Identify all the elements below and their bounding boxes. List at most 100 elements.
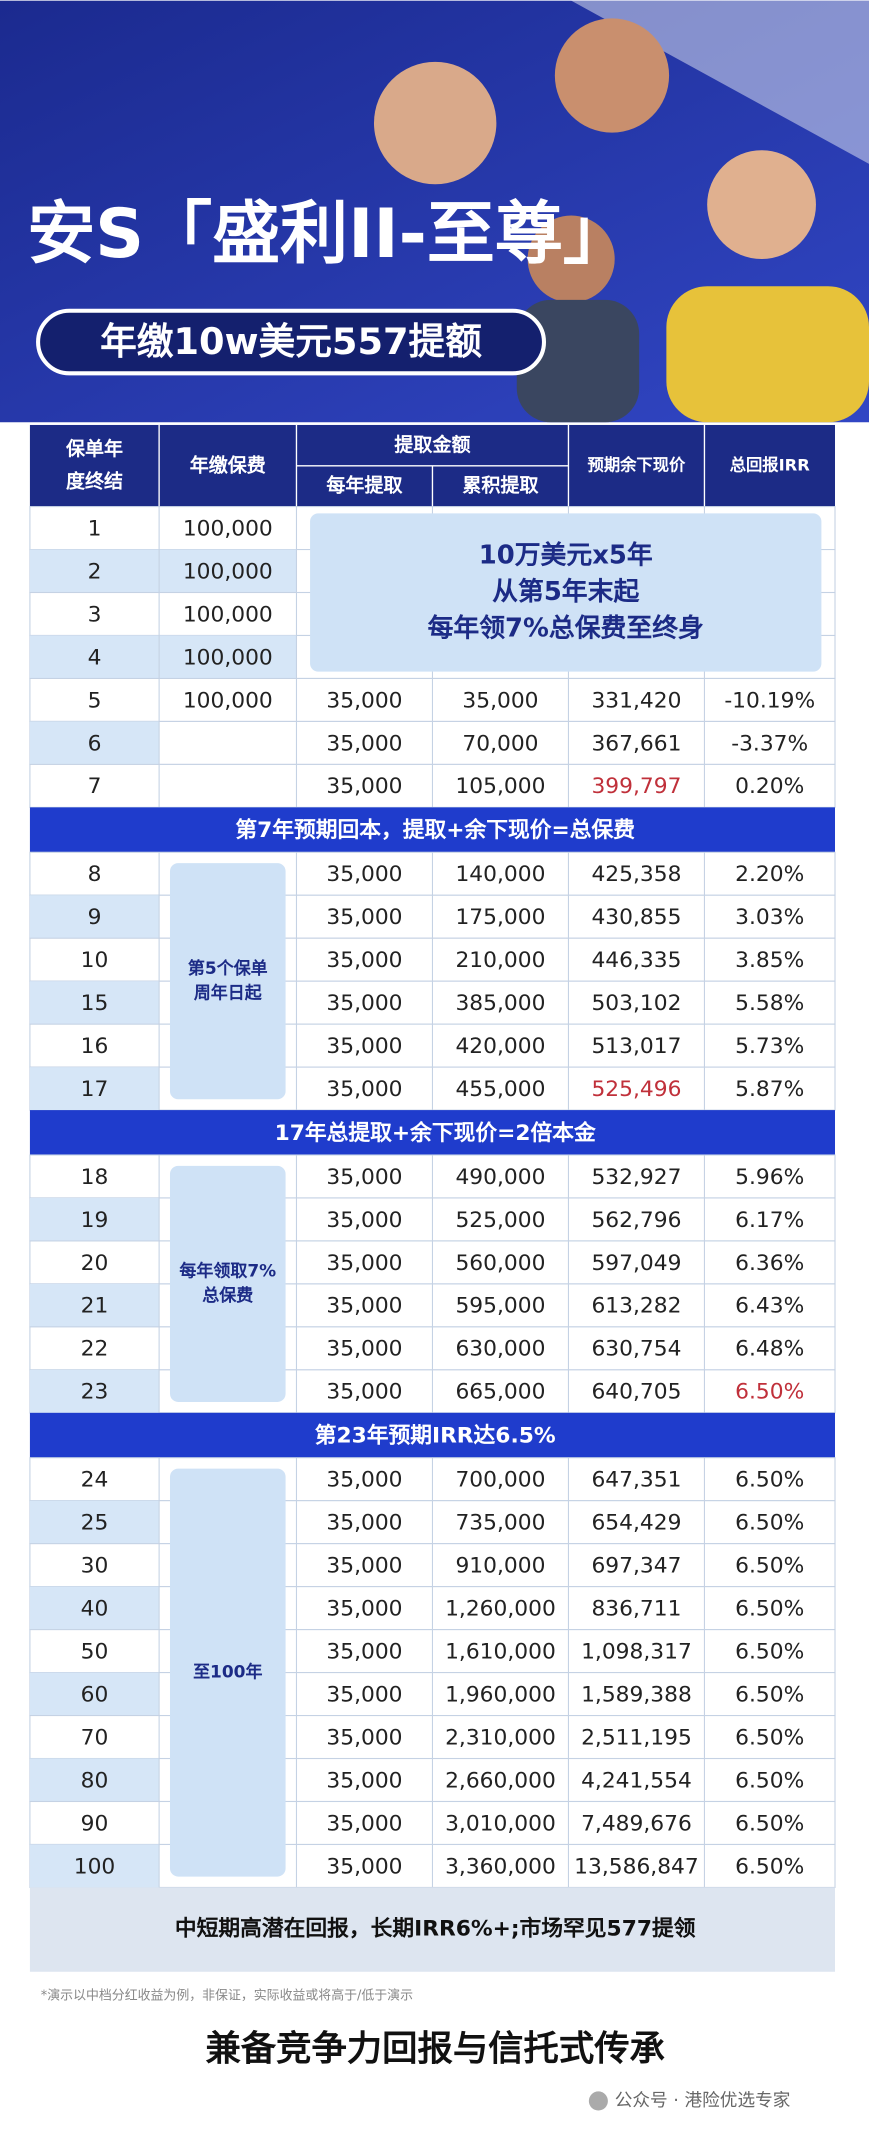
cell-text: 6.50% [735,1854,804,1879]
person [373,61,497,185]
cell-text: 4 [88,645,102,670]
cell-text: 640,705 [591,1380,681,1405]
cell-text: 6.50% [735,1639,804,1664]
hero-stripe [407,0,869,164]
cell-text: 595,000 [455,1294,545,1319]
cell-text: 210,000 [455,948,545,973]
cell-text: 525,000 [455,1208,545,1233]
year-cell-bg [29,1500,160,1544]
subtitle-pill [36,308,547,376]
cell-text: 6.17% [735,1208,804,1233]
cell-text: 4,241,554 [581,1768,692,1793]
banner-text: 17年总提取+余下现价=2倍本金 [275,1120,596,1146]
cell-text: 16 [81,1034,109,1059]
banner-bg [29,807,836,853]
cell-text: 525,496 [591,1077,681,1102]
cell-text: 35,000 [326,1768,402,1793]
cell-text: 35,000 [326,1468,402,1493]
year-cell-bg [29,1369,160,1413]
cell-text: 420,000 [455,1034,545,1059]
cell-text: 35,000 [326,1682,402,1707]
cell-text: 6.50% [735,1768,804,1793]
cell-text: 30 [81,1554,109,1579]
cell-text: 910,000 [455,1554,545,1579]
year-cell-bg [29,1672,160,1716]
person [527,215,615,303]
cell-text: 20 [81,1251,109,1276]
year-cell-bg [29,1586,160,1630]
cell-text: 35,000 [326,862,402,887]
cell-text: 630,754 [591,1337,681,1362]
cell-text: 40 [81,1596,109,1621]
cell-text: 6.50% [735,1380,804,1405]
cell-text: 90 [81,1811,109,1836]
note-text: 至100年 [193,1662,262,1683]
cell-text: 2,660,000 [445,1768,556,1793]
cell-text: 1,610,000 [445,1639,556,1664]
cell-text: 35,000 [326,1034,402,1059]
cell-text: 175,000 [455,905,545,930]
cell-text: 35,000 [326,688,402,713]
cell-text: 35,000 [462,688,538,713]
cell-text: 35,000 [326,1596,402,1621]
note-box [169,1165,286,1402]
header-text: 年缴保费 [190,453,266,476]
cell-text: 80 [81,1768,109,1793]
cell-text: 70,000 [462,731,538,756]
cell-text: 13,586,847 [574,1854,699,1879]
note-box [169,1468,286,1877]
cell-text: 6.50% [735,1811,804,1836]
cell-text: 35,000 [326,948,402,973]
cell-text: 8 [88,862,102,887]
premium-cell-bg [159,549,297,593]
cell-text: 1,960,000 [445,1682,556,1707]
cell-text: 597,049 [591,1251,681,1276]
cell-text: 35,000 [326,1554,402,1579]
year-cell-bg [29,549,160,593]
note-text: 周年日起 [194,982,263,1003]
banner-text: 第7年预期回本，提取+余下现价=总保费 [235,817,635,843]
cell-text: 2.20% [735,862,804,887]
slogan: 兼备竞争力回报与信托式传承 [205,2029,665,2070]
cell-text: 35,000 [326,991,402,1016]
cell-text: 17 [81,1077,109,1102]
cell-text: 100 [74,1854,116,1879]
cell-text: 1,260,000 [445,1596,556,1621]
year-cell-bg [29,1844,160,1888]
year-cell-bg [29,635,160,679]
cell-text: 1 [88,516,102,541]
cell-text: 5.96% [735,1165,804,1190]
cell-text: 5.58% [735,991,804,1016]
cell-text: 35,000 [326,1725,402,1750]
cell-text: 35,000 [326,1337,402,1362]
cell-text: 6.43% [735,1294,804,1319]
cell-text: 100,000 [183,516,273,541]
note-text: 每年领取7% [179,1261,276,1282]
cell-text: 15 [81,991,109,1016]
banner-bg [29,1412,836,1458]
year-cell-bg [29,1197,160,1241]
cell-text: 2,310,000 [445,1725,556,1750]
cell-text: 6.50% [735,1511,804,1536]
cell-text: 490,000 [455,1165,545,1190]
cell-text: 331,420 [591,688,681,713]
summary-bg [29,1887,836,1972]
cell-text: 35,000 [326,1077,402,1102]
cell-text: 25 [81,1511,109,1536]
cell-text: 6.50% [735,1596,804,1621]
header-text: 预期余下现价 [588,455,686,474]
cell-text: 560,000 [455,1251,545,1276]
cell-text: 3.85% [735,948,804,973]
cell-text: 100,000 [183,559,273,584]
year-cell-bg [29,1067,160,1111]
note-text: 10万美元x5年 [479,539,653,570]
cell-text: 647,351 [591,1468,681,1493]
wechat-icon [588,2091,608,2111]
watermark: 公众号 · 港险优选专家 [615,2090,791,2111]
title: 安S「盛利II-至尊」 [27,195,631,274]
cell-text: 6.50% [735,1725,804,1750]
year-cell-bg [29,895,160,939]
